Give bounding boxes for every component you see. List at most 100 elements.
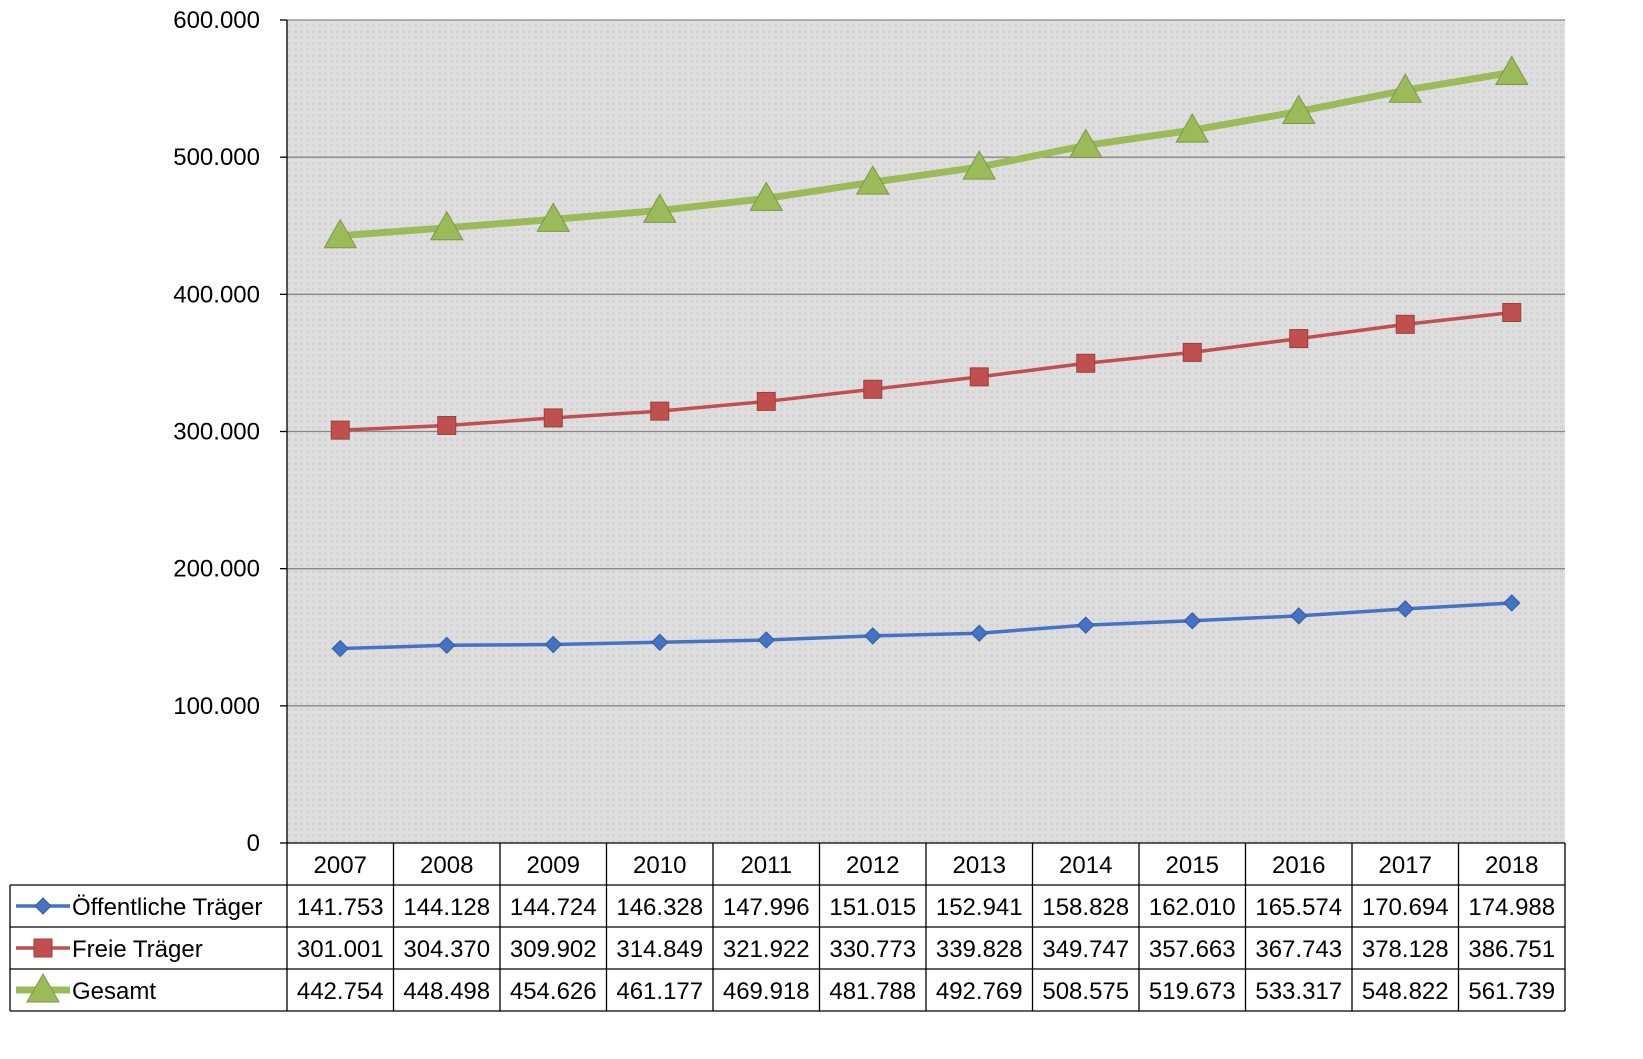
y-tick-label: 200.000 bbox=[173, 556, 260, 583]
data-point bbox=[536, 202, 571, 232]
data-point bbox=[650, 401, 670, 421]
data-point bbox=[1175, 113, 1210, 143]
data-table: 2007 2008 2009 2010 2011 2012 2013 2014 2015 2016… bbox=[9, 842, 1566, 1012]
table-value: 141.753 bbox=[297, 894, 384, 921]
data-point bbox=[1077, 616, 1095, 634]
y-tick-label: 600.000 bbox=[173, 7, 260, 34]
table-value: 321.922 bbox=[723, 936, 810, 963]
x-category-label: 2013 bbox=[953, 852, 1006, 879]
data-point bbox=[642, 193, 677, 223]
series-layer bbox=[323, 55, 1529, 658]
data-point bbox=[855, 165, 890, 195]
legend-label: Freie Träger bbox=[72, 936, 203, 963]
series-line-2 bbox=[339, 69, 1513, 240]
y-tick-label: 500.000 bbox=[173, 144, 260, 171]
x-category-label: 2011 bbox=[740, 852, 792, 879]
table-value: 304.370 bbox=[403, 936, 490, 963]
data-point bbox=[437, 416, 457, 436]
data-point bbox=[323, 218, 358, 249]
table-value: 367.743 bbox=[1255, 936, 1342, 963]
table-value: 349.747 bbox=[1042, 936, 1129, 963]
data-point bbox=[1396, 600, 1414, 618]
legend-label: Gesamt bbox=[72, 978, 156, 1005]
data-point bbox=[1076, 353, 1096, 373]
x-category-label: 2012 bbox=[846, 852, 899, 879]
data-point bbox=[969, 367, 989, 387]
data-point bbox=[651, 633, 669, 651]
data-point bbox=[544, 635, 562, 654]
data-point bbox=[438, 636, 456, 655]
data-point bbox=[331, 639, 349, 658]
data-point bbox=[863, 379, 883, 399]
x-category-label: 2009 bbox=[527, 852, 580, 879]
legend-key-marker bbox=[33, 938, 53, 958]
table-value: 519.673 bbox=[1149, 978, 1236, 1005]
table-value: 330.773 bbox=[829, 936, 916, 963]
x-category-label: 2007 bbox=[314, 852, 367, 879]
table-value: 158.828 bbox=[1042, 894, 1129, 921]
table-value: 147.996 bbox=[723, 894, 810, 921]
table-value: 481.788 bbox=[829, 978, 916, 1005]
data-point bbox=[1494, 55, 1529, 85]
table-value: 548.822 bbox=[1362, 978, 1449, 1005]
table-value: 561.739 bbox=[1468, 978, 1555, 1005]
y-tick-label: 0 bbox=[247, 830, 260, 857]
table-value: 508.575 bbox=[1042, 978, 1129, 1005]
data-point bbox=[1289, 329, 1309, 349]
legend-key-marker bbox=[34, 897, 52, 915]
data-point bbox=[962, 150, 997, 180]
data-point bbox=[1281, 94, 1316, 124]
table-value: 454.626 bbox=[510, 978, 597, 1005]
data-point bbox=[1183, 612, 1201, 630]
gridlines bbox=[287, 19, 1565, 707]
table-value: 386.751 bbox=[1468, 936, 1555, 963]
table-value: 314.849 bbox=[616, 936, 703, 963]
data-point bbox=[1182, 342, 1202, 362]
data-point bbox=[757, 631, 775, 649]
data-point bbox=[1388, 73, 1423, 103]
data-point bbox=[756, 391, 776, 411]
x-category-label: 2010 bbox=[633, 852, 686, 879]
x-category-label: 2014 bbox=[1059, 852, 1112, 879]
x-category-label: 2008 bbox=[420, 852, 473, 879]
y-tick-label: 300.000 bbox=[173, 419, 260, 446]
table-value: 461.177 bbox=[616, 978, 703, 1005]
data-point bbox=[1290, 607, 1308, 625]
x-category-label: 2017 bbox=[1379, 852, 1432, 879]
table-value: 146.328 bbox=[616, 894, 703, 921]
table-value: 339.828 bbox=[936, 936, 1023, 963]
table-value: 469.918 bbox=[723, 978, 810, 1005]
table-value: 309.902 bbox=[510, 936, 597, 963]
x-category-label: 2016 bbox=[1272, 852, 1325, 879]
table-value: 144.724 bbox=[510, 894, 597, 921]
x-category-label: 2015 bbox=[1166, 852, 1219, 879]
series-line-0 bbox=[340, 601, 1512, 651]
table-value: 165.574 bbox=[1255, 894, 1342, 921]
y-tick-label: 400.000 bbox=[173, 281, 260, 308]
data-point bbox=[1395, 314, 1415, 334]
table-value: 151.015 bbox=[829, 894, 916, 921]
data-point bbox=[864, 627, 882, 645]
data-point bbox=[330, 420, 350, 440]
table-value: 533.317 bbox=[1255, 978, 1342, 1005]
table-value: 442.754 bbox=[297, 978, 384, 1005]
table-value: 357.663 bbox=[1149, 936, 1236, 963]
table-value: 152.941 bbox=[936, 894, 1023, 921]
legend-key-marker bbox=[26, 972, 60, 1003]
table-value: 492.769 bbox=[936, 978, 1023, 1005]
table-value: 448.498 bbox=[403, 978, 490, 1005]
table-value: 378.128 bbox=[1362, 936, 1449, 963]
table-value: 170.694 bbox=[1362, 894, 1449, 921]
data-point bbox=[1068, 128, 1103, 158]
data-point bbox=[1503, 594, 1521, 612]
table-value: 174.988 bbox=[1468, 894, 1555, 921]
series-line-1 bbox=[340, 310, 1512, 432]
data-point bbox=[970, 624, 988, 642]
data-point bbox=[1502, 303, 1522, 323]
data-point bbox=[749, 181, 784, 211]
table-value: 144.128 bbox=[403, 894, 490, 921]
legend-label: Öffentliche Träger bbox=[72, 894, 262, 921]
y-tick-label: 100.000 bbox=[173, 693, 260, 720]
data-point bbox=[543, 408, 563, 428]
